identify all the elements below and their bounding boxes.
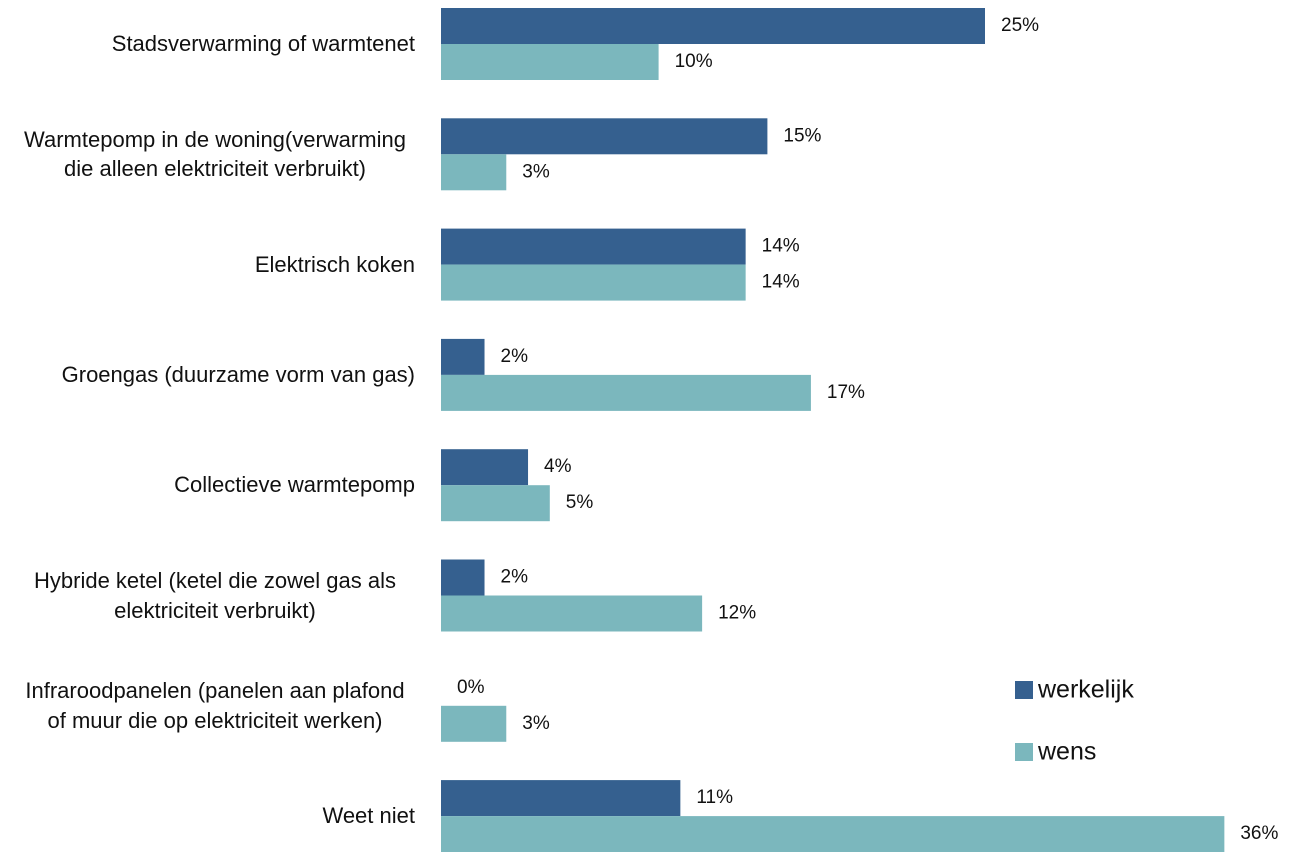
category-text: Hybride ketel (ketel die zowel gas als e… [34, 567, 396, 623]
data-label: 14% [762, 272, 800, 293]
legend-label: werkelijk [1037, 676, 1134, 704]
category-text: Infraroodpanelen (panelen aan plafond of… [25, 678, 405, 733]
bar [441, 154, 507, 191]
data-label: 2% [501, 346, 529, 367]
category-text: Groengas (duurzame vorm van gas) [61, 362, 415, 388]
legend-swatch [1015, 681, 1033, 699]
data-label: 36% [1240, 823, 1278, 844]
legend-label: wens [1037, 738, 1096, 766]
category-text: Weet niet [322, 803, 415, 829]
bar [441, 595, 703, 632]
data-label: 15% [783, 125, 821, 146]
data-label: 12% [718, 603, 756, 624]
data-label: 14% [762, 236, 800, 257]
data-label: 17% [827, 382, 865, 403]
bar [441, 559, 485, 596]
category-label: Warmtepomp in de woning(verwarming die a… [15, 99, 415, 209]
bar [441, 8, 985, 44]
bar [441, 449, 529, 486]
legend-swatch [1015, 743, 1033, 761]
category-text: Elektrisch koken [254, 251, 415, 277]
category-text: Collectieve warmtepomp [174, 472, 415, 498]
bar [441, 780, 681, 817]
data-label: 3% [522, 713, 550, 734]
data-label: 0% [457, 677, 485, 698]
category-label: Groengas (duurzame vorm van gas) [15, 320, 415, 430]
bar [441, 228, 746, 265]
category-text: Warmtepomp in de woning(verwarming die a… [24, 126, 406, 182]
bar [441, 118, 768, 155]
data-label: 10% [675, 51, 713, 72]
category-text: Stadsverwarming of warmtenet [111, 31, 415, 57]
category-label: Infraroodpanelen (panelen aan plafond of… [15, 651, 415, 761]
bar [441, 816, 1225, 852]
bar [441, 338, 485, 375]
bar [441, 485, 550, 522]
category-label: Hybride ketel (ketel die zowel gas als e… [15, 541, 415, 651]
bar [441, 374, 811, 411]
data-label: 3% [522, 161, 550, 182]
data-label: 2% [501, 567, 529, 588]
category-label: Elektrisch koken [15, 210, 415, 320]
bar [441, 705, 507, 742]
data-label: 25% [1001, 15, 1039, 36]
data-label: 11% [696, 787, 733, 808]
bar [441, 44, 659, 80]
data-label: 4% [544, 456, 572, 477]
bar [441, 264, 746, 301]
data-label: 5% [566, 492, 594, 513]
category-label: Collectieve warmtepomp [15, 430, 415, 540]
category-label: Weet niet [15, 761, 415, 852]
category-label: Stadsverwarming of warmtenet [15, 0, 415, 99]
